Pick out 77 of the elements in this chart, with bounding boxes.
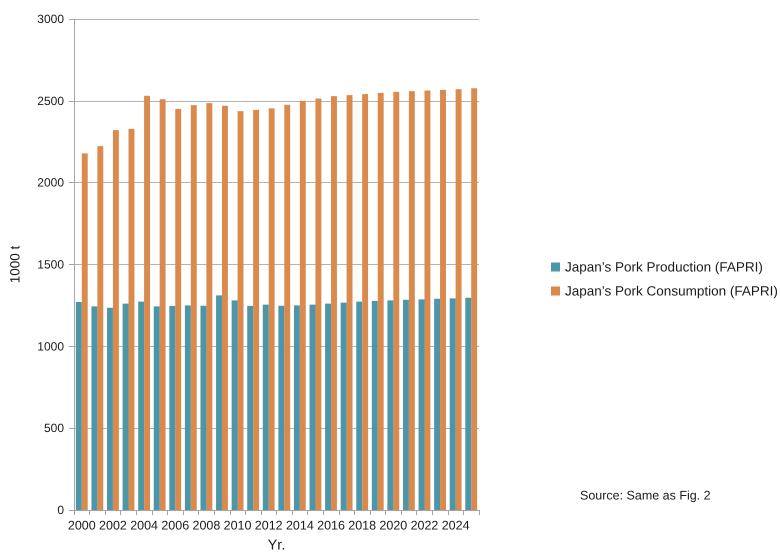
- bar: [253, 110, 260, 510]
- bar: [190, 105, 197, 510]
- bar: [362, 94, 368, 510]
- x-tick-label: 2012: [254, 518, 283, 532]
- bar: [112, 130, 119, 510]
- source-note: Source: Same as Fig. 2: [580, 488, 711, 502]
- x-tick-label: 2004: [130, 518, 158, 532]
- x-tick-label: 2006: [161, 518, 190, 532]
- bar: [418, 299, 424, 510]
- bar: [310, 304, 316, 510]
- legend-label: Japan’s Pork Consumption (FAPRI): [565, 284, 778, 298]
- bar: [402, 300, 409, 510]
- bar: [154, 306, 160, 510]
- bar: [284, 104, 290, 510]
- y-axis-title: 1000 t: [8, 245, 22, 284]
- x-tick-label: 2024: [442, 518, 470, 532]
- bar: [424, 90, 430, 510]
- bar: [184, 305, 191, 510]
- x-tick-label: 2020: [379, 518, 408, 532]
- legend-label: Japan’s Pork Production (FAPRI): [565, 260, 763, 274]
- x-tick-label: 2000: [68, 518, 96, 532]
- bar: [387, 300, 394, 510]
- bar: [300, 100, 306, 510]
- x-tick-label: 2008: [192, 518, 220, 532]
- bar: [450, 298, 456, 510]
- y-tick-label: 500: [44, 421, 64, 436]
- bar: [200, 306, 206, 510]
- bar: [456, 89, 462, 510]
- bar: [356, 302, 362, 510]
- bar: [372, 301, 378, 510]
- bar: [206, 103, 212, 510]
- bar: [82, 153, 88, 510]
- y-tick-label: 2000: [37, 176, 64, 190]
- x-tick-label: 2010: [224, 518, 252, 532]
- bar: [465, 298, 472, 510]
- bar: [315, 98, 322, 510]
- bar: [378, 92, 384, 510]
- x-tick-label: 2018: [348, 518, 376, 532]
- y-tick-label: 1000: [37, 339, 64, 354]
- bar: [440, 90, 446, 510]
- y-tick-label: 1500: [37, 258, 64, 272]
- x-tick-label: 2022: [410, 518, 438, 532]
- bar: [160, 99, 166, 510]
- x-axis-title: Yr.: [268, 538, 286, 554]
- bar: [325, 304, 332, 510]
- y-tick-label: 3000: [37, 12, 64, 26]
- bar: [138, 302, 144, 510]
- y-tick-label: 2500: [37, 94, 64, 108]
- bar: [97, 146, 104, 510]
- bar: [169, 306, 176, 510]
- bar: [393, 92, 400, 510]
- bar: [340, 302, 347, 510]
- bar: [144, 96, 150, 510]
- x-tick-label: 2002: [99, 518, 127, 532]
- bar: [294, 305, 300, 510]
- bar: [107, 308, 113, 510]
- x-tick-label: 2014: [286, 518, 314, 532]
- bar: [122, 304, 129, 510]
- bar: [408, 91, 415, 510]
- bar: [262, 304, 269, 510]
- bar: [216, 295, 222, 510]
- bar: [247, 306, 254, 510]
- bar: [434, 298, 440, 510]
- bar: [268, 108, 275, 510]
- bar: [91, 306, 98, 510]
- bar: [331, 96, 337, 510]
- bar: [471, 88, 478, 510]
- x-tick-label: 2016: [317, 518, 345, 532]
- bar: [222, 106, 228, 510]
- bar: [238, 111, 244, 510]
- bar: [128, 128, 134, 510]
- bar: [232, 300, 238, 510]
- bar: [278, 306, 284, 510]
- y-tick-label: 0: [57, 503, 64, 517]
- bar: [346, 95, 353, 510]
- bar: [76, 302, 82, 510]
- bar: [175, 108, 182, 510]
